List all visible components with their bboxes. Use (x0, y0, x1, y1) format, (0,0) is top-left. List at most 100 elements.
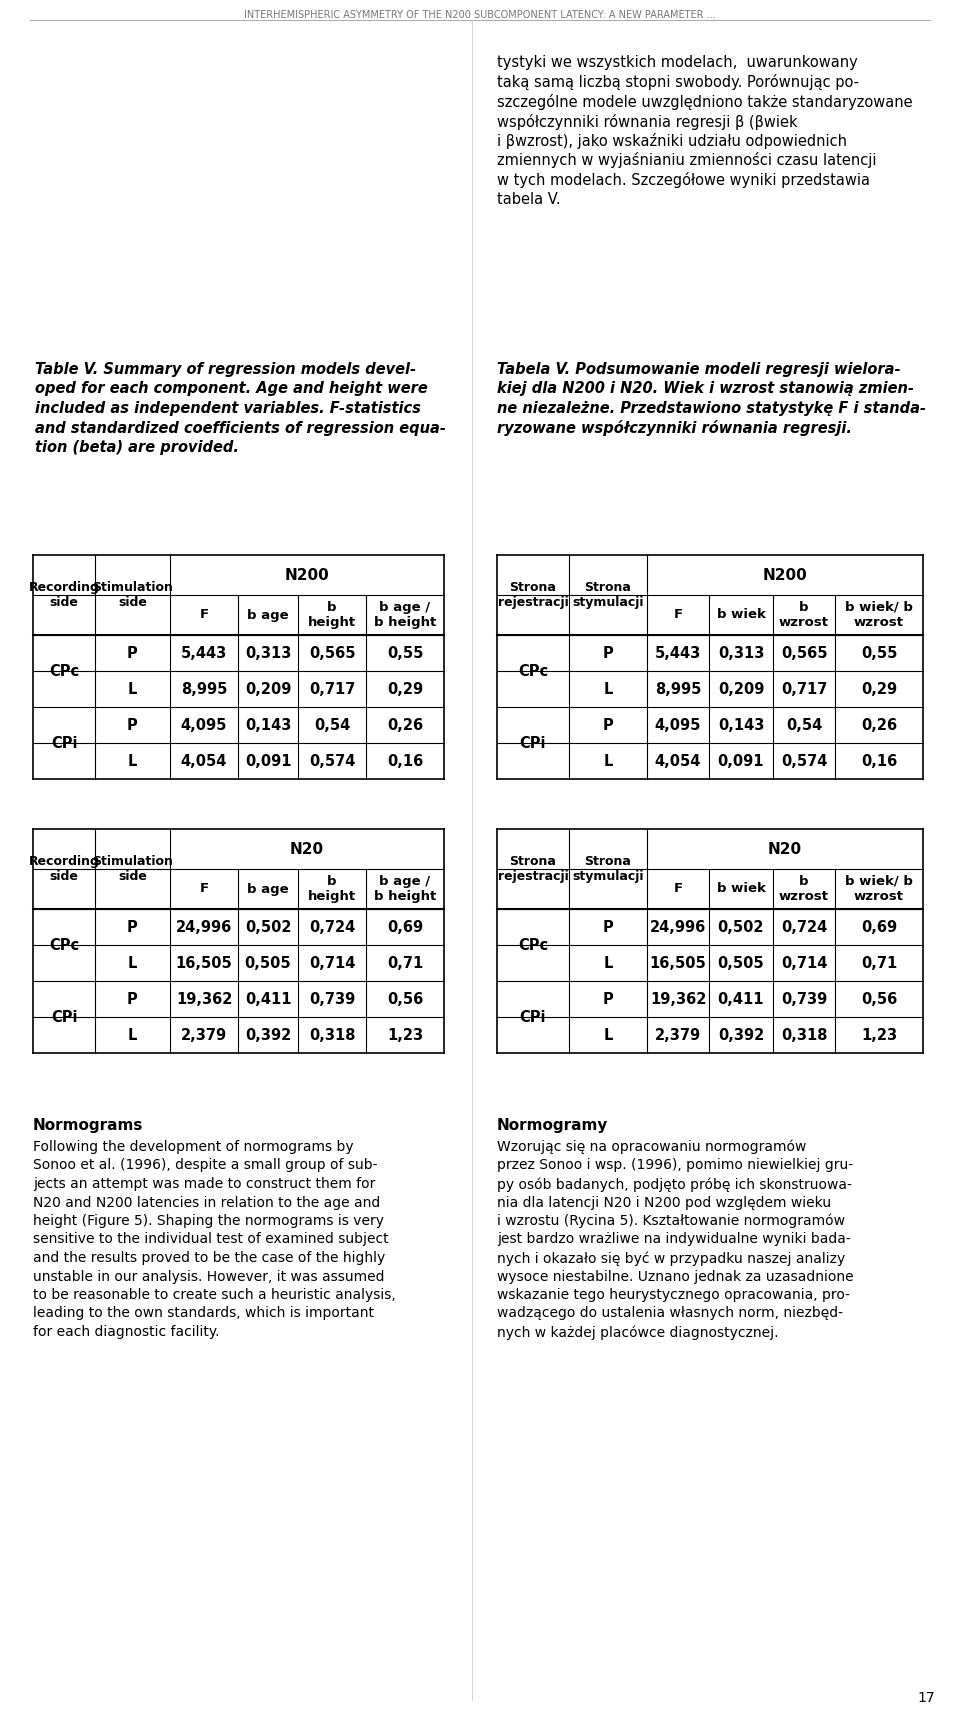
Text: i βwzrost), jako wskaźniki udziału odpowiednich: i βwzrost), jako wskaźniki udziału odpow… (497, 133, 847, 150)
Text: P: P (127, 718, 138, 732)
Text: 17: 17 (918, 1691, 935, 1705)
Text: included as independent variables. F-statistics: included as independent variables. F-sta… (35, 401, 420, 417)
Text: wskazanie tego heurystycznego opracowania, pro-: wskazanie tego heurystycznego opracowani… (497, 1288, 850, 1302)
Text: Strona
stymulacji: Strona stymulacji (572, 856, 644, 883)
Text: CPi: CPi (51, 735, 77, 751)
Text: 4,054: 4,054 (655, 754, 701, 768)
Text: 0,143: 0,143 (718, 718, 764, 732)
Text: N20: N20 (290, 842, 324, 856)
Text: 8,995: 8,995 (180, 682, 228, 696)
Text: 0,71: 0,71 (861, 956, 898, 971)
Text: 0,411: 0,411 (245, 992, 291, 1006)
Text: ryzowane współczynniki równania regresji.: ryzowane współczynniki równania regresji… (497, 420, 852, 436)
Text: F: F (200, 882, 208, 895)
Text: 0,717: 0,717 (780, 682, 828, 696)
Text: and standardized coefficients of regression equa-: and standardized coefficients of regress… (35, 420, 446, 436)
Text: 0,56: 0,56 (861, 992, 898, 1006)
Text: nych w każdej placówce diagnostycznej.: nych w każdej placówce diagnostycznej. (497, 1324, 779, 1340)
Text: 0,16: 0,16 (387, 754, 423, 768)
Text: CPc: CPc (518, 937, 548, 952)
Text: CPc: CPc (49, 663, 79, 678)
Text: L: L (603, 754, 612, 768)
Text: 0,091: 0,091 (718, 754, 764, 768)
Text: L: L (603, 956, 612, 971)
Text: Stimulation
side: Stimulation side (92, 580, 173, 610)
Text: i wzrostu (Rycina 5). Kształtowanie normogramów: i wzrostu (Rycina 5). Kształtowanie norm… (497, 1214, 845, 1228)
Text: 1,23: 1,23 (861, 1028, 897, 1042)
Text: wysoce niestabilne. Uznano jednak za uzasadnione: wysoce niestabilne. Uznano jednak za uza… (497, 1269, 853, 1283)
Text: and the results proved to be the case of the highly: and the results proved to be the case of… (33, 1250, 385, 1266)
Text: 0,502: 0,502 (245, 920, 291, 935)
Text: L: L (603, 1028, 612, 1042)
Text: 19,362: 19,362 (650, 992, 707, 1006)
Text: b age: b age (247, 608, 289, 622)
Text: 24,996: 24,996 (176, 920, 232, 935)
Text: 0,143: 0,143 (245, 718, 291, 732)
Text: 0,26: 0,26 (387, 718, 423, 732)
Text: N20 and N200 latencies in relation to the age and: N20 and N200 latencies in relation to th… (33, 1195, 380, 1209)
Text: 0,565: 0,565 (780, 646, 828, 661)
Text: nych i okazało się być w przypadku naszej analizy: nych i okazało się być w przypadku nasze… (497, 1250, 845, 1266)
Text: b
height: b height (308, 601, 356, 629)
Text: Normograms: Normograms (33, 1118, 143, 1133)
Text: P: P (603, 992, 613, 1006)
Text: w tych modelach. Szczegółowe wyniki przedstawia: w tych modelach. Szczegółowe wyniki prze… (497, 172, 870, 188)
Text: jest bardzo wrażliwe na indywidualne wyniki bada-: jest bardzo wrażliwe na indywidualne wyn… (497, 1233, 851, 1247)
Text: tion (beta) are provided.: tion (beta) are provided. (35, 441, 239, 455)
Text: F: F (673, 608, 683, 622)
Text: ne niezależne. Przedstawiono statystykę F i standa-: ne niezależne. Przedstawiono statystykę … (497, 401, 926, 417)
Text: N200: N200 (762, 568, 807, 582)
Text: 0,717: 0,717 (309, 682, 355, 696)
Text: for each diagnostic facility.: for each diagnostic facility. (33, 1324, 220, 1340)
Text: unstable in our analysis. However, it was assumed: unstable in our analysis. However, it wa… (33, 1269, 385, 1283)
Text: Stimulation
side: Stimulation side (92, 856, 173, 883)
Text: 0,714: 0,714 (309, 956, 355, 971)
Text: 19,362: 19,362 (176, 992, 232, 1006)
Text: Wzorując się na opracowaniu normogramów: Wzorując się na opracowaniu normogramów (497, 1140, 806, 1154)
Text: 0,318: 0,318 (309, 1028, 355, 1042)
Text: L: L (128, 682, 137, 696)
Text: 4,095: 4,095 (180, 718, 228, 732)
Text: to be reasonable to create such a heuristic analysis,: to be reasonable to create such a heuris… (33, 1288, 396, 1302)
Text: 0,318: 0,318 (780, 1028, 828, 1042)
Text: 0,209: 0,209 (245, 682, 291, 696)
Text: CPc: CPc (49, 937, 79, 952)
Text: 2,379: 2,379 (180, 1028, 228, 1042)
Text: b
wzrost: b wzrost (779, 601, 829, 629)
Text: Strona
rejestracji: Strona rejestracji (497, 580, 568, 610)
Text: 0,574: 0,574 (780, 754, 828, 768)
Text: 16,505: 16,505 (176, 956, 232, 971)
Text: 16,505: 16,505 (650, 956, 707, 971)
Text: b wiek: b wiek (716, 882, 765, 895)
Text: 0,505: 0,505 (718, 956, 764, 971)
Text: sensitive to the individual test of examined subject: sensitive to the individual test of exam… (33, 1233, 389, 1247)
Text: Recording
side: Recording side (29, 856, 100, 883)
Text: oped for each component. Age and height were: oped for each component. Age and height … (35, 382, 428, 396)
Text: b
height: b height (308, 875, 356, 902)
Text: 0,209: 0,209 (718, 682, 764, 696)
Text: kiej dla N200 i N20. Wiek i wzrost stanowią zmien-: kiej dla N200 i N20. Wiek i wzrost stano… (497, 382, 914, 396)
Text: 0,69: 0,69 (387, 920, 423, 935)
Text: 2,379: 2,379 (655, 1028, 701, 1042)
Text: b wiek/ b
wzrost: b wiek/ b wzrost (845, 875, 913, 902)
Text: Strona
stymulacji: Strona stymulacji (572, 580, 644, 610)
Text: P: P (127, 992, 138, 1006)
Text: 0,574: 0,574 (309, 754, 355, 768)
Text: py osób badanych, podjęto próbę ich skonstruowa-: py osób badanych, podjęto próbę ich skon… (497, 1178, 852, 1192)
Text: 0,16: 0,16 (861, 754, 898, 768)
Text: zmiennych w wyjaśnianiu zmienności czasu latencji: zmiennych w wyjaśnianiu zmienności czasu… (497, 153, 876, 169)
Text: P: P (603, 646, 613, 661)
Text: 0,71: 0,71 (387, 956, 423, 971)
Text: Tabela V. Podsumowanie modeli regresji wielora-: Tabela V. Podsumowanie modeli regresji w… (497, 362, 900, 377)
Text: Following the development of normograms by: Following the development of normograms … (33, 1140, 353, 1154)
Text: Sonoo et al. (1996), despite a small group of sub-: Sonoo et al. (1996), despite a small gro… (33, 1159, 377, 1173)
Text: 8,995: 8,995 (655, 682, 701, 696)
Text: 0,55: 0,55 (387, 646, 423, 661)
Text: 0,54: 0,54 (786, 718, 822, 732)
Text: b age: b age (247, 882, 289, 895)
Text: 0,54: 0,54 (314, 718, 350, 732)
Text: b
wzrost: b wzrost (779, 875, 829, 902)
Text: 1,23: 1,23 (387, 1028, 423, 1042)
Text: 0,724: 0,724 (780, 920, 828, 935)
Text: height (Figure 5). Shaping the normograms is very: height (Figure 5). Shaping the normogram… (33, 1214, 384, 1228)
